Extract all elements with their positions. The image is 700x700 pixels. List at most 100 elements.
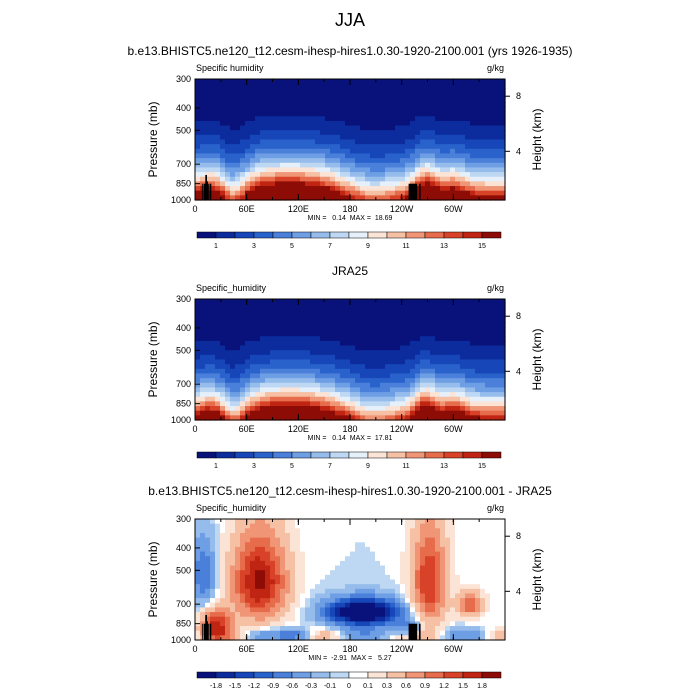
heatmap-cell	[485, 635, 491, 641]
heatmap-cell	[215, 528, 221, 534]
heatmap-cell	[280, 120, 286, 127]
heatmap-cell	[470, 195, 476, 201]
heatmap-cell	[350, 317, 356, 323]
heatmap-cell	[465, 551, 471, 557]
heatmap-cell	[325, 359, 331, 365]
heatmap-cell	[280, 88, 286, 94]
heatmap-cell	[245, 519, 251, 525]
heatmap-cell	[375, 83, 381, 89]
heatmap-cell	[470, 588, 476, 595]
heatmap-cell	[355, 172, 361, 178]
heatmap-cell	[360, 616, 366, 622]
heatmap-cell	[215, 565, 221, 571]
heatmap-cell	[225, 350, 231, 356]
heatmap-cell	[445, 630, 451, 636]
heatmap-cell	[195, 340, 201, 347]
heatmap-cell	[455, 317, 461, 323]
panel-title: b.e13.BHISTC5.ne120_t12.cesm-ihesp-hires…	[148, 484, 552, 498]
heatmap-cell	[340, 153, 346, 159]
heatmap-cell	[420, 317, 426, 323]
heatmap-cell	[350, 537, 356, 543]
heatmap-cell	[335, 331, 341, 337]
heatmap-cell	[355, 303, 361, 309]
heatmap-cell	[240, 387, 246, 393]
heatmap-cell	[415, 574, 421, 581]
heatmap-cell	[335, 621, 341, 627]
heatmap-cell	[370, 308, 376, 314]
heatmap-cell	[430, 97, 436, 103]
heatmap-cell	[215, 626, 221, 632]
heatmap-cell	[455, 368, 461, 375]
heatmap-cell	[460, 116, 466, 122]
heatmap-cell	[500, 312, 506, 319]
heatmap-cell	[395, 130, 401, 136]
topography-block	[207, 183, 209, 200]
heatmap-cell	[280, 92, 286, 99]
heatmap-cell	[490, 176, 496, 182]
heatmap-cell	[235, 616, 241, 622]
heatmap-cell	[390, 607, 396, 613]
heatmap-cell	[330, 616, 336, 622]
heatmap-cell	[460, 523, 466, 529]
heatmap-cell	[440, 134, 446, 141]
heatmap-cell	[355, 546, 361, 553]
heatmap-cell	[420, 148, 426, 155]
heatmap-cell	[500, 102, 506, 108]
heatmap-cell	[220, 368, 226, 375]
heatmap-cell	[425, 181, 431, 187]
heatmap-cell	[420, 134, 426, 141]
heatmap-cell	[470, 396, 476, 402]
heatmap-cell	[350, 560, 356, 567]
heatmap-cell	[410, 532, 416, 539]
heatmap-cell	[205, 537, 211, 543]
heatmap-cell	[240, 584, 246, 590]
heatmap-cell	[385, 336, 391, 342]
heatmap-cell	[390, 387, 396, 393]
heatmap-cell	[295, 322, 301, 328]
heatmap-cell	[400, 299, 406, 305]
heatmap-cell	[470, 546, 476, 553]
heatmap-cell	[275, 588, 281, 595]
heatmap-cell	[445, 537, 451, 543]
heatmap-cell	[220, 83, 226, 89]
heatmap-cell	[325, 111, 331, 117]
heatmap-cell	[205, 584, 211, 590]
heatmap-cell	[220, 392, 226, 398]
heatmap-cell	[455, 378, 461, 384]
heatmap-cell	[370, 588, 376, 595]
heatmap-cell	[290, 317, 296, 323]
heatmap-cell	[320, 387, 326, 393]
heatmap-cell	[275, 176, 281, 182]
heatmap-cell	[290, 354, 296, 361]
heatmap-cell	[270, 186, 276, 192]
heatmap-cell	[445, 546, 451, 553]
heatmap-cell	[290, 396, 296, 402]
heatmap-cell	[315, 616, 321, 622]
heatmap-cell	[320, 97, 326, 103]
heatmap-cell	[200, 92, 206, 99]
heatmap-cell	[485, 368, 491, 375]
heatmap-cell	[370, 312, 376, 319]
heatmap-cell	[415, 359, 421, 365]
heatmap-cell	[315, 299, 321, 305]
heatmap-cell	[440, 570, 446, 576]
heatmap-cell	[400, 392, 406, 398]
heatmap-cell	[220, 382, 226, 389]
heatmap-cell	[425, 621, 431, 627]
heatmap-cell	[365, 382, 371, 389]
heatmap-cell	[400, 106, 406, 113]
heatmap-cell	[230, 602, 236, 609]
heatmap-cell	[255, 181, 261, 187]
heatmap-cell	[295, 382, 301, 389]
heatmap-cell	[460, 120, 466, 127]
heatmap-cell	[295, 359, 301, 365]
heatmap-cell	[360, 396, 366, 402]
heatmap-cell	[335, 593, 341, 599]
heatmap-cell	[475, 350, 481, 356]
heatmap-cell	[260, 523, 266, 529]
heatmap-cell	[395, 312, 401, 319]
heatmap-cell	[290, 190, 296, 196]
heatmap-cell	[460, 579, 466, 585]
heatmap-cell	[235, 598, 241, 604]
heatmap-cell	[315, 336, 321, 342]
